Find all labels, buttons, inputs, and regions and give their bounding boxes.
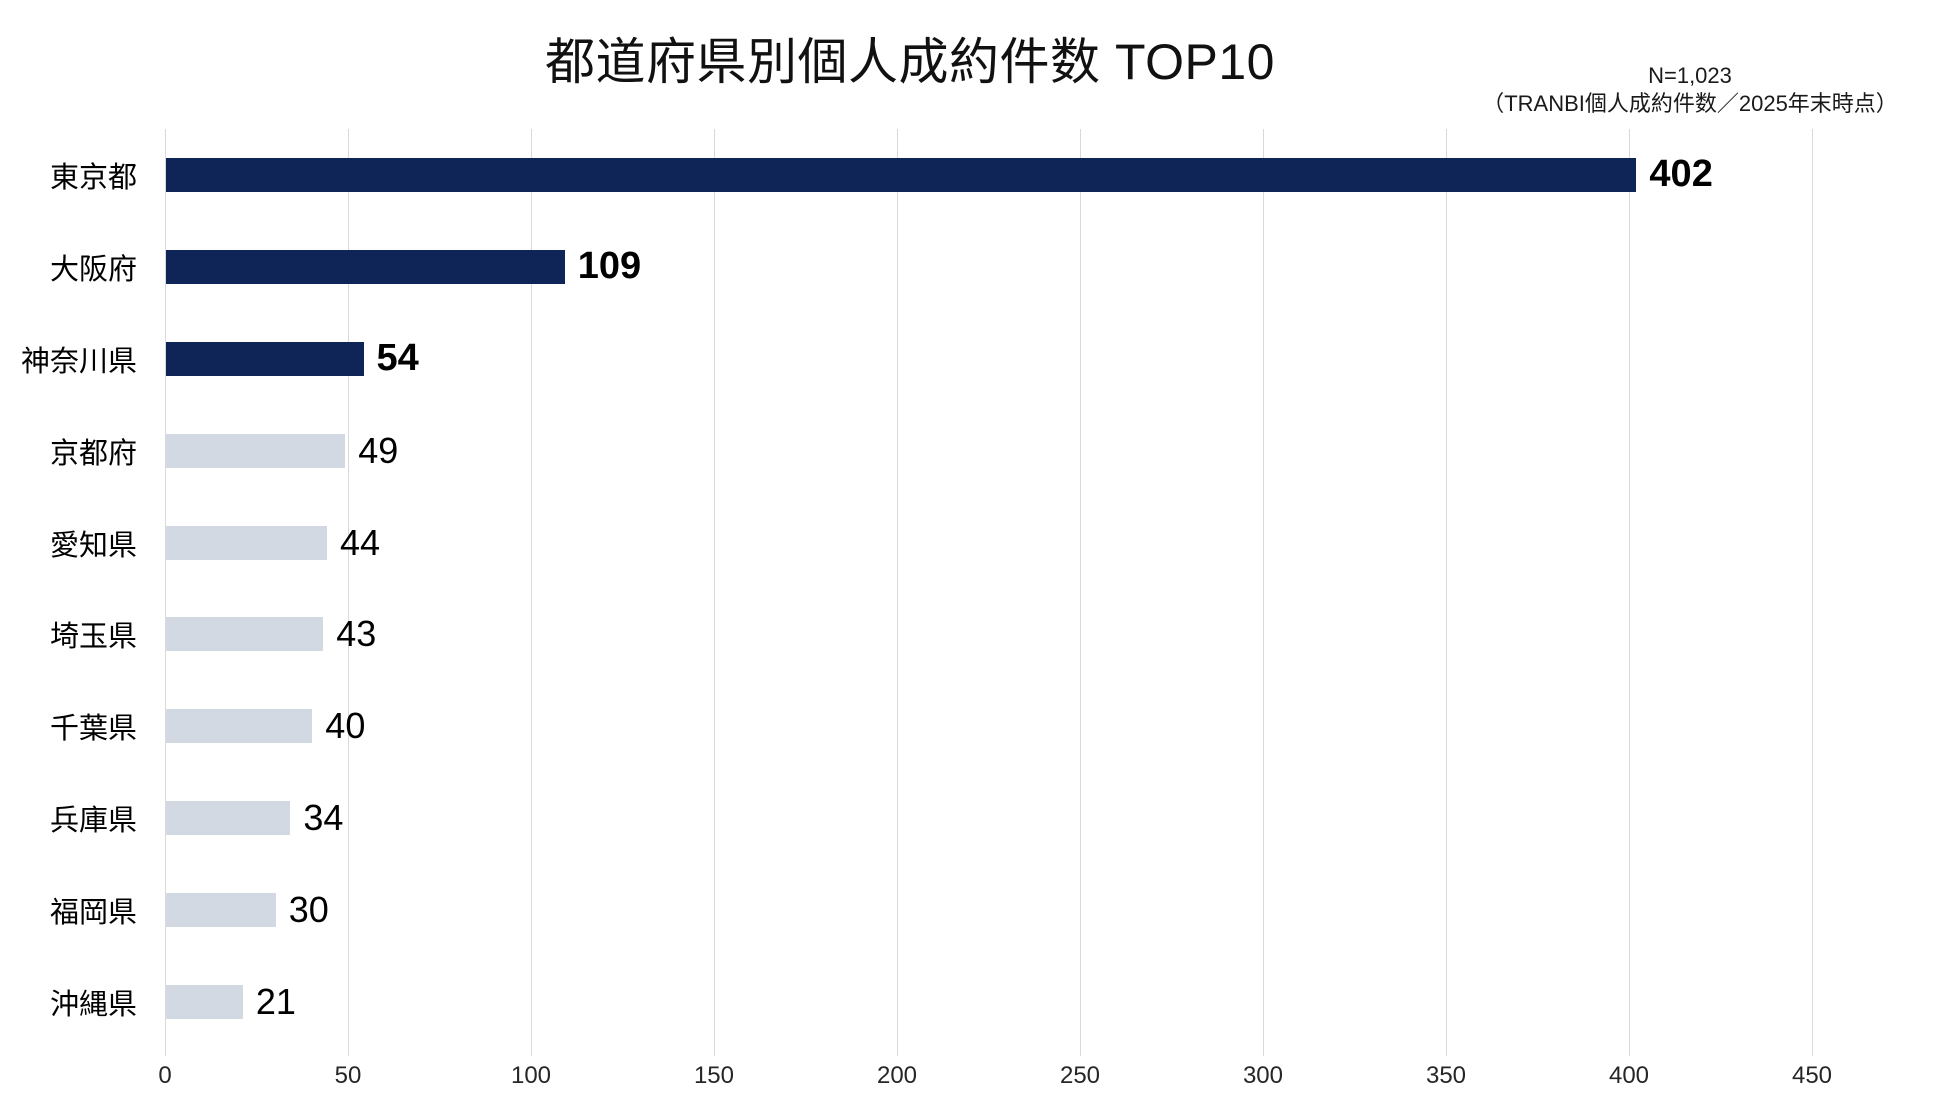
category-label: 東京都 — [49, 161, 137, 194]
x-axis-tick-label: 250 — [1059, 1062, 1101, 1089]
bar-row: 千葉県 40 — [50, 680, 1812, 772]
bar-track: 54 — [165, 313, 1812, 405]
bar — [166, 249, 565, 284]
x-axis-tick-label: 350 — [1425, 1062, 1467, 1089]
gridline — [1262, 129, 1264, 1056]
bar-row: 大阪府 109 — [50, 221, 1812, 313]
bar-track: 109 — [165, 221, 1812, 313]
bar — [166, 433, 346, 468]
bar-track: 21 — [165, 956, 1812, 1048]
gridline — [1080, 129, 1081, 1056]
gridline — [1629, 129, 1630, 1056]
gridline — [165, 129, 166, 1056]
bar — [166, 157, 1637, 192]
x-axis-tick-label: 100 — [510, 1062, 552, 1089]
chart-title: 都道府県別個人成約件数 TOP10 — [545, 34, 1275, 90]
bar-row: 東京都 402 — [50, 129, 1812, 221]
bar-row: 愛知県 44 — [50, 497, 1812, 589]
bar-track: 402 — [165, 129, 1812, 221]
x-axis-tick-label: 200 — [876, 1062, 918, 1089]
bar-row: 埼玉県 43 — [50, 589, 1812, 681]
value-label: 43 — [336, 613, 377, 655]
category-label: 愛知県 — [49, 529, 137, 562]
value-label: 40 — [325, 705, 366, 747]
category-label: 兵庫県 — [49, 805, 137, 838]
plot-area: 東京都 402 大阪府 109 神奈川県 54 京都府 49 愛知県 44 埼玉県 43 千葉県 40 兵庫… — [21, 129, 1832, 1089]
value-label: 54 — [376, 337, 419, 380]
category-label: 埼玉県 — [49, 621, 137, 654]
bar-rows: 東京都 402 大阪府 109 神奈川県 54 京都府 49 愛知県 44 埼玉県 43 千葉県 40 兵庫… — [21, 129, 1812, 1048]
category-label: 京都府 — [49, 437, 137, 470]
annotation-source: （TRANBI個人成約件数／2025年末時点） — [1482, 91, 1898, 117]
bar-track: 43 — [165, 589, 1812, 681]
x-axis-tick-label: 0 — [158, 1062, 172, 1089]
bar-row: 福岡県 30 — [50, 864, 1812, 956]
gridline — [1812, 129, 1813, 1056]
bar-track: 44 — [165, 497, 1812, 589]
bar-row: 兵庫県 34 — [50, 772, 1812, 864]
bar-track: 49 — [165, 405, 1812, 497]
value-label: 49 — [358, 429, 399, 471]
gridline — [897, 129, 898, 1056]
value-label: 109 — [577, 245, 642, 288]
gridline — [713, 129, 715, 1056]
x-axis-tick-label: 150 — [693, 1062, 735, 1089]
category-label: 福岡県 — [49, 897, 137, 930]
gridline — [348, 129, 349, 1056]
bar-row: 神奈川県 54 — [21, 313, 1812, 405]
bar-track: 40 — [165, 680, 1812, 772]
bar-track: 34 — [165, 772, 1812, 864]
x-axis-tick-label: 50 — [334, 1062, 362, 1089]
category-label: 沖縄県 — [49, 989, 137, 1022]
bar-row: 沖縄県 21 — [50, 956, 1812, 1048]
value-label: 21 — [255, 981, 296, 1023]
bar — [166, 341, 364, 376]
value-label: 44 — [339, 521, 380, 563]
bar — [166, 525, 327, 560]
bar-row: 京都府 49 — [50, 405, 1812, 497]
category-label: 千葉県 — [49, 713, 137, 746]
x-axis-tick-label: 450 — [1791, 1062, 1833, 1089]
x-axis-tick-label: 400 — [1608, 1062, 1650, 1089]
x-axis-tick-label: 300 — [1242, 1062, 1284, 1089]
value-label: 30 — [288, 889, 329, 931]
annotation-sample-size: N=1,023 — [1648, 63, 1732, 88]
gridline — [1446, 129, 1447, 1056]
gridline — [531, 129, 532, 1056]
bar — [166, 801, 291, 836]
x-axis: 0 50 100 150 200 250 300 350 400 450 — [158, 1062, 1832, 1100]
sample-size-annotation: N=1,023 （TRANBI個人成約件数／2025年末時点） — [1475, 62, 1905, 118]
bar — [166, 985, 243, 1020]
bar — [166, 617, 324, 652]
value-label: 34 — [303, 797, 344, 839]
category-label: 神奈川県 — [20, 345, 137, 378]
bar — [166, 893, 276, 928]
bar — [166, 709, 313, 744]
bar-track: 30 — [165, 864, 1812, 956]
category-label: 大阪府 — [49, 253, 137, 286]
value-label: 402 — [1649, 153, 1713, 196]
